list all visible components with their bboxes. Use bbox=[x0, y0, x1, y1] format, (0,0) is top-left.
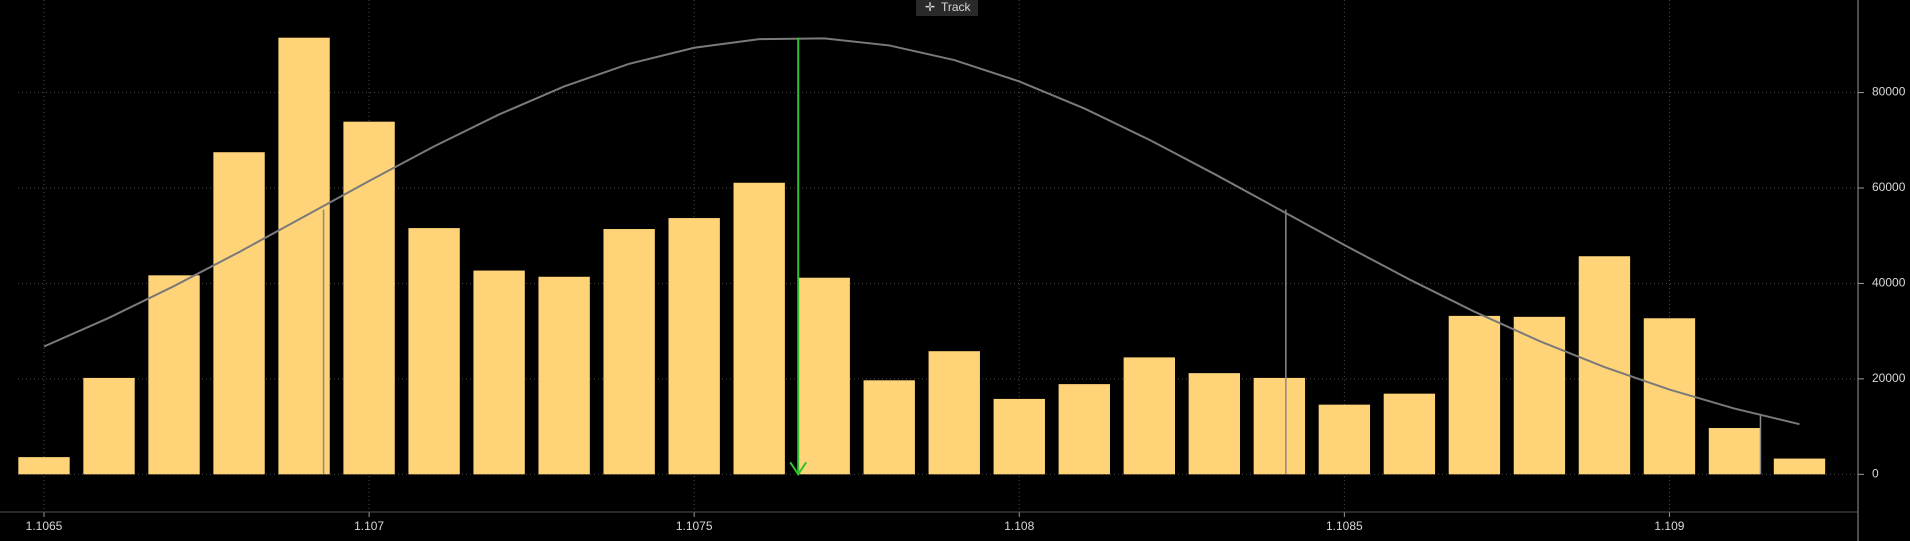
bar bbox=[668, 218, 720, 475]
bar bbox=[278, 37, 330, 475]
bar bbox=[1188, 373, 1241, 475]
y-tick-label: 60000 bbox=[1872, 180, 1906, 194]
bar bbox=[473, 270, 525, 475]
bar bbox=[343, 121, 395, 475]
bar bbox=[1513, 316, 1566, 475]
bar bbox=[1643, 318, 1696, 475]
track-label: Track bbox=[941, 0, 972, 14]
y-tick-label: 20000 bbox=[1872, 371, 1906, 385]
x-tick-label: 1.109 bbox=[1654, 519, 1684, 533]
bar bbox=[733, 182, 785, 475]
x-tick-label: 1.1075 bbox=[676, 519, 713, 533]
bar bbox=[1123, 357, 1175, 475]
mean-arrow bbox=[789, 461, 808, 477]
bar bbox=[408, 228, 460, 475]
track-button-bg bbox=[916, 0, 978, 16]
x-tick-label: 1.107 bbox=[354, 519, 384, 533]
distribution-curve bbox=[43, 37, 1800, 426]
bar bbox=[213, 152, 265, 475]
bar bbox=[863, 380, 915, 475]
y-tick-label: 0 bbox=[1872, 466, 1879, 480]
bar bbox=[1058, 384, 1110, 475]
track-icon: ✛ bbox=[925, 0, 935, 14]
x-tick-label: 1.1085 bbox=[1326, 519, 1363, 533]
bar bbox=[83, 377, 135, 475]
x-tick-label: 1.108 bbox=[1004, 519, 1034, 533]
bar bbox=[603, 229, 655, 475]
bar bbox=[148, 275, 200, 475]
bar bbox=[798, 277, 850, 475]
y-tick-label: 40000 bbox=[1872, 276, 1906, 290]
bar bbox=[538, 276, 590, 475]
bar bbox=[1578, 256, 1631, 475]
track-button[interactable]: ✛ Track bbox=[916, 0, 978, 16]
bar bbox=[1253, 377, 1306, 475]
bar bbox=[1383, 393, 1436, 475]
bar bbox=[928, 351, 980, 475]
bar bbox=[1773, 458, 1826, 475]
bar bbox=[1318, 404, 1371, 475]
bar bbox=[1448, 315, 1501, 475]
y-tick-label: 80000 bbox=[1872, 85, 1906, 99]
bar bbox=[1708, 428, 1761, 475]
bar bbox=[18, 457, 70, 475]
bar bbox=[993, 398, 1045, 475]
x-tick-label: 1.1065 bbox=[26, 519, 63, 533]
